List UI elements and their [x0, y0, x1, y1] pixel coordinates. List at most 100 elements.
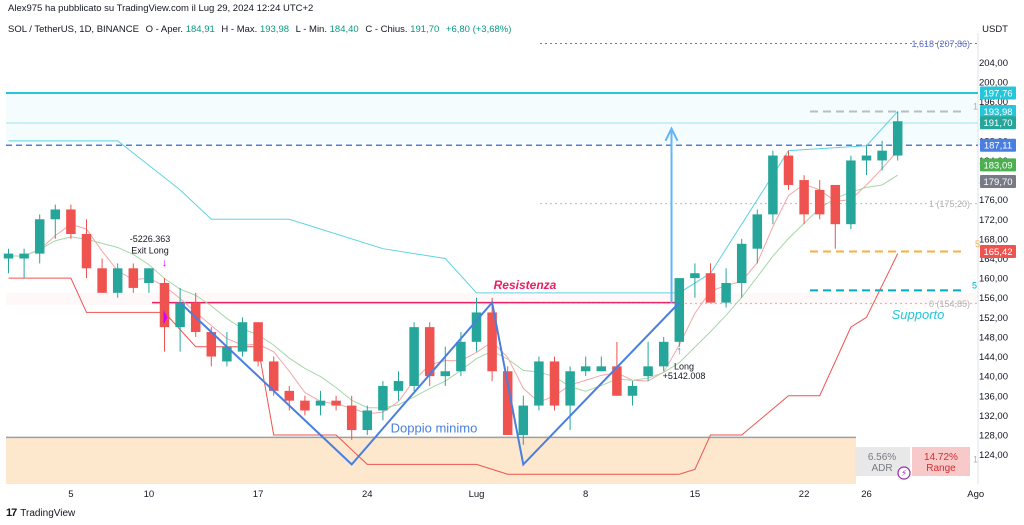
- candle-body: [112, 268, 123, 293]
- change-value: +6,80 (+3,68%): [445, 24, 512, 35]
- fib-label: 0 (154,85): [929, 299, 970, 309]
- range-value: 14.72%: [924, 452, 958, 463]
- close-label: C - Chius.: [365, 24, 408, 35]
- candle-body: [534, 361, 544, 406]
- y-tick-label: 176,00: [979, 195, 1008, 206]
- price-tag-box: [980, 158, 1016, 172]
- x-tick-label: 22: [799, 489, 810, 500]
- candle-body: [268, 361, 279, 391]
- candle-body: [440, 371, 451, 377]
- price-tag-box: [980, 116, 1016, 130]
- candle-body: [362, 410, 373, 431]
- long-trade-label: Long: [674, 361, 694, 371]
- candle-body: [409, 327, 419, 386]
- double-bottom-zone: [6, 437, 856, 484]
- candle-body: [128, 268, 139, 288]
- candle-body: [565, 371, 575, 406]
- x-tick-label: 10: [144, 489, 155, 500]
- candle-body: [846, 160, 856, 225]
- candle-body: [456, 341, 466, 372]
- candle-body: [877, 150, 887, 161]
- candle-body: [144, 268, 154, 284]
- slow-moving-average: [8, 174, 898, 409]
- target-arrow-head: [664, 126, 679, 142]
- open-label: O - Aper.: [145, 24, 184, 35]
- high-value: 193,98: [259, 24, 290, 35]
- candle-body: [34, 219, 45, 254]
- price-tag-label: 191,70: [983, 118, 1012, 129]
- candle-body: [19, 253, 29, 259]
- candle-body: [705, 273, 716, 303]
- candle-body: [66, 209, 76, 234]
- cyan-zone: [6, 93, 978, 144]
- price-tag-box: [980, 245, 1016, 259]
- adr-label: ADR: [871, 463, 892, 474]
- candle-body: [284, 390, 295, 401]
- x-tick-label: 26: [861, 489, 872, 500]
- candle-body: [346, 405, 357, 431]
- price-tag-label: 183,09: [983, 160, 1012, 171]
- fib-label: 1 (175,20): [929, 199, 970, 209]
- price-tag-label: 193,98: [983, 107, 1012, 118]
- y-tick-label: 200,00: [979, 78, 1008, 89]
- y-tick-label: 148,00: [979, 332, 1008, 343]
- candle-body: [175, 302, 185, 328]
- fast-moving-average: [8, 150, 899, 415]
- side-label: 1: [973, 454, 978, 464]
- y-tick-label: 156,00: [979, 293, 1008, 304]
- candle-body: [378, 385, 388, 411]
- candle-body: [580, 366, 591, 372]
- upper-band-line: [8, 111, 899, 294]
- price-tag-label: 165,42: [983, 247, 1012, 258]
- candle-body: [222, 346, 232, 362]
- y-tick-label: 160,00: [979, 274, 1008, 285]
- long-trade-value: +5142.008: [663, 371, 706, 381]
- candle-body: [768, 155, 778, 215]
- symbol-name: SOL / TetherUS, 1D, BINANCE: [8, 24, 139, 35]
- y-tick-label: 204,00: [979, 58, 1008, 69]
- publisher-line: Alex975 ha pubblicato su TradingView.com…: [8, 3, 314, 14]
- candle-body: [674, 278, 685, 342]
- candle-body: [658, 341, 669, 367]
- x-tick-label: Ago: [967, 489, 984, 500]
- range-label: Range: [926, 463, 956, 474]
- candle-body: [237, 322, 248, 352]
- tradingview-logo[interactable]: 17 TradingView: [6, 507, 75, 519]
- candle-body: [752, 214, 763, 249]
- candle-body: [549, 361, 560, 406]
- candle-body: [81, 233, 92, 269]
- support-label: Supporto: [892, 307, 945, 322]
- candle-body: [331, 400, 341, 406]
- y-tick-label: 164,00: [979, 254, 1008, 265]
- candle-body: [596, 366, 607, 372]
- price-tag-label: 187,11: [984, 141, 1012, 152]
- candle-body: [3, 253, 14, 259]
- x-tick-label: 24: [362, 489, 373, 500]
- lightning-icon: ⚡: [901, 469, 907, 479]
- side-label: 5: [972, 280, 977, 290]
- y-tick-label: 144,00: [979, 352, 1008, 363]
- x-tick-label: 8: [583, 489, 588, 500]
- open-value: 184,91: [185, 24, 215, 35]
- candle-body: [471, 312, 482, 342]
- y-tick-label: 124,00: [979, 450, 1008, 461]
- candle-body: [97, 268, 107, 293]
- candle-body: [736, 243, 747, 284]
- candle-body: [502, 371, 513, 435]
- candle-body: [861, 155, 872, 161]
- double-bottom-label: Doppio minimo: [391, 421, 478, 436]
- side-label: 1: [973, 102, 978, 112]
- y-tick-label: 168,00: [979, 234, 1008, 245]
- candle-body: [612, 366, 622, 396]
- fib-label: 1,618 (207,86): [911, 39, 970, 49]
- double-bottom-pattern: [179, 300, 681, 467]
- side-label: 5: [975, 239, 980, 249]
- price-tag-box: [980, 86, 1016, 100]
- range-box: [912, 447, 970, 476]
- exit-marker: [163, 309, 168, 325]
- x-tick-label: 17: [253, 489, 264, 500]
- candle-body: [487, 312, 497, 372]
- lightning-icon-ring: [897, 466, 911, 480]
- y-tick-label: 152,00: [979, 313, 1008, 324]
